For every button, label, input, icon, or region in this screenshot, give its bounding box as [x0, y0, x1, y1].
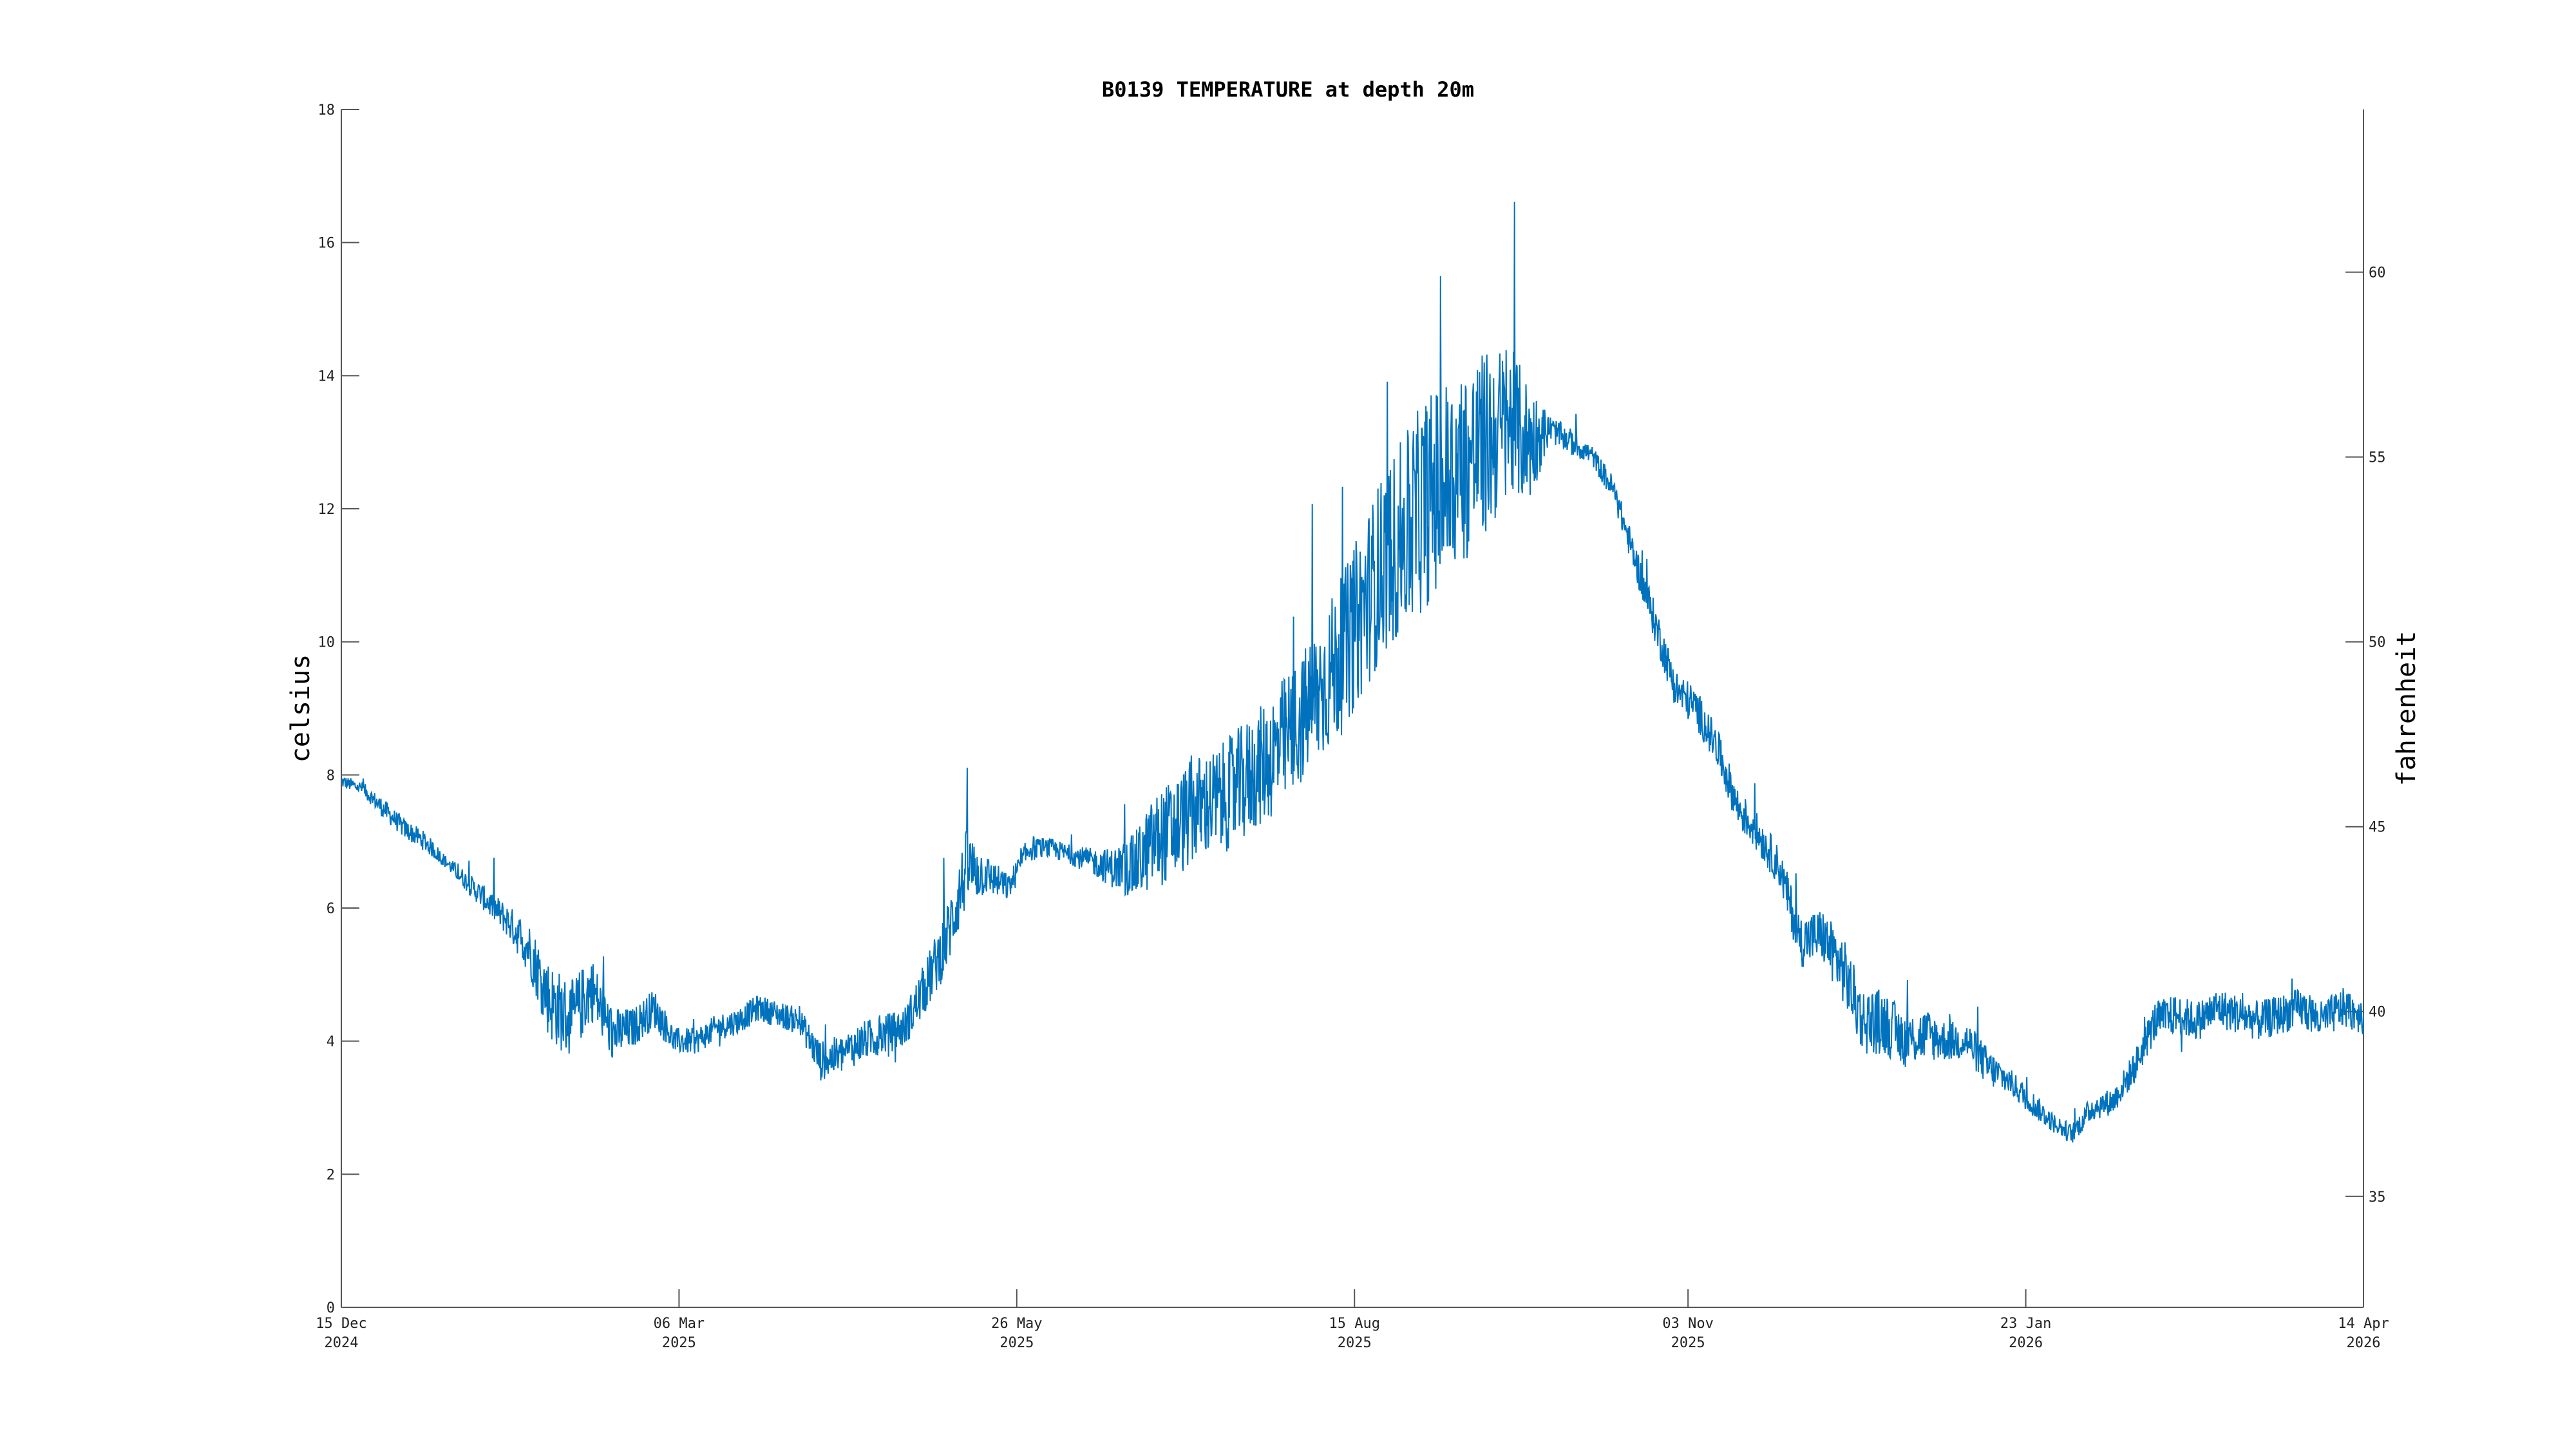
x-tick-year-label: 2025	[999, 1335, 1034, 1351]
x-tick-label: 23 Jan	[2000, 1316, 2051, 1332]
y-tick-label-right: 50	[2369, 635, 2386, 651]
y-tick-label-left: 4	[327, 1034, 335, 1050]
x-tick-label: 15 Dec	[316, 1316, 366, 1332]
x-tick-label: 06 Mar	[654, 1316, 705, 1332]
left-axis: 0 2 4 6 8 10 12 14 16 18	[318, 102, 359, 1316]
y-tick-label-right: 45	[2369, 820, 2386, 836]
x-tick-label: 26 May	[991, 1316, 1042, 1332]
y-tick-label-right: 60	[2369, 265, 2386, 281]
x-tick-year-label: 2025	[662, 1335, 696, 1351]
y-tick-label-left: 10	[318, 635, 336, 651]
y-tick-label-left: 18	[318, 102, 336, 118]
y-axis-label-right: fahrenheit	[2392, 631, 2421, 786]
y-tick-label-left: 8	[327, 768, 335, 784]
y-tick-label-left: 14	[318, 368, 336, 384]
y-tick-label-right: 35	[2369, 1189, 2386, 1206]
bottom-axis: 15 Dec 2024 06 Mar 2025 26 May 2025 15 Aug 2025…	[316, 1289, 2389, 1351]
y-tick-label-left: 16	[318, 236, 336, 252]
x-tick-year-label: 2025	[1671, 1335, 1705, 1351]
right-y-ticks: 35 40 45 50 55 60	[2345, 265, 2386, 1206]
y-tick-label-right: 40	[2369, 1005, 2386, 1021]
x-ticks: 15 Dec 2024 06 Mar 2025 26 May 2025 15 Aug 2025…	[316, 1289, 2389, 1351]
right-axis: 35 40 45 50 55 60	[2345, 109, 2386, 1307]
series-line	[341, 202, 2364, 1143]
chart-title: B0139 TEMPERATURE at depth 20m	[1102, 77, 1474, 102]
y-tick-label-left: 2	[327, 1167, 335, 1183]
x-tick-year-label: 2026	[2347, 1335, 2381, 1351]
left-y-ticks: 0 2 4 6 8 10 12 14 16 18	[318, 102, 359, 1316]
y-tick-label-left: 12	[318, 502, 336, 518]
y-tick-label-left: 6	[327, 901, 335, 917]
x-tick-label: 15 Aug	[1329, 1316, 1379, 1332]
x-tick-label: 14 Apr	[2338, 1316, 2389, 1332]
y-tick-label-left: 0	[327, 1300, 335, 1316]
x-tick-year-label: 2025	[1338, 1335, 1372, 1351]
series-layer	[341, 202, 2364, 1143]
x-tick-year-label: 2026	[2009, 1335, 2043, 1351]
x-tick-year-label: 2024	[325, 1335, 359, 1351]
x-tick-label: 03 Nov	[1662, 1316, 1713, 1332]
y-tick-label-right: 55	[2369, 450, 2386, 466]
y-axis-label-left: celsius	[286, 654, 316, 763]
